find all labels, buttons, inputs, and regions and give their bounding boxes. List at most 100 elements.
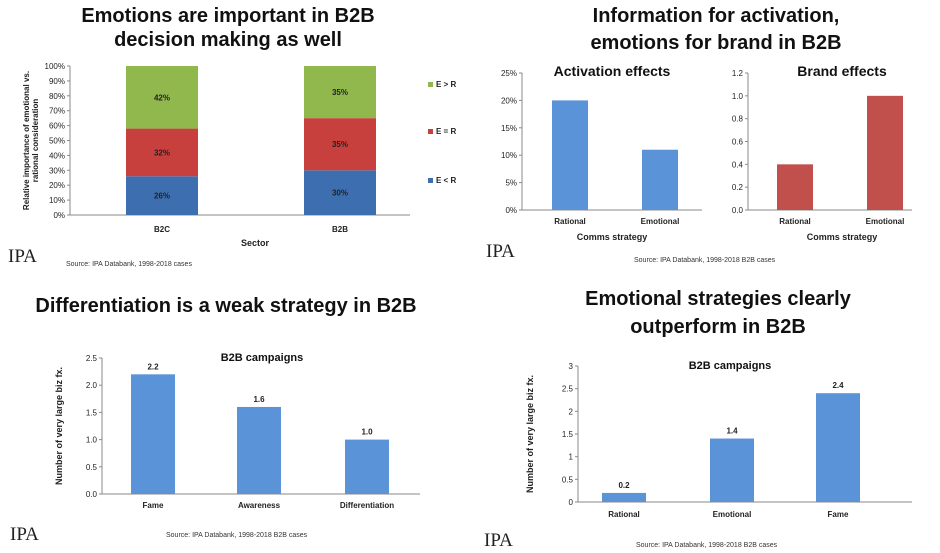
bar-segment [304,170,376,215]
panel-title-line-2: decision making as well [114,29,342,51]
data-label: 2.4 [832,381,844,390]
chart-title: B2B campaigns [221,352,304,364]
source-note: Source: IPA Databank, 1998-2018 cases [66,261,192,268]
x-category-label: Awareness [238,501,281,510]
y-axis-title: Number of very large biz fx. [54,367,64,485]
y-tick-label: 2.5 [86,354,98,363]
x-category-label: Emotional [641,217,680,226]
data-label: 30% [332,189,348,198]
x-category-label: Rational [554,217,586,226]
y-tick-label: 10% [501,151,517,160]
y-tick-label: 0.5 [562,475,574,484]
bar-chart-brand-effects: 0.0 0.2 0.4 0.6 0.8 1.0 1.2 Brand effects Ration… [732,63,912,242]
bar [867,95,903,210]
data-label: 42% [154,93,170,102]
y-tick-label: 100% [45,62,65,71]
panel-title: Differentiation is a weak strategy in B2… [35,295,416,317]
y-tick-label: 2.5 [562,385,574,394]
ipa-logo: IPA [10,524,39,545]
y-tick-label: 1.0 [732,92,744,101]
bar [131,374,175,494]
y-tick-label: 20% [49,181,65,190]
x-category-label: Rational [608,510,640,519]
panel-emotions-b2b: Emotions are important in B2B decision m… [8,5,456,268]
legend-label: E < R [436,176,456,185]
legend-swatch [428,82,433,87]
bar [237,406,281,494]
y-tick-label: 1.5 [562,430,574,439]
y-tick-label: 2 [569,407,574,416]
y-axis-title-line-2: rational consideration [31,99,40,183]
y-tick-label: 0.6 [732,138,744,147]
y-tick-label: 0% [505,206,517,215]
y-tick-label: 5% [505,179,517,188]
source-note: Source: IPA Databank, 1998-2018 B2B case… [636,542,778,549]
bar-segment [304,118,376,171]
y-tick-label: 40% [49,151,65,160]
y-tick-label: 0.2 [732,183,744,192]
y-tick-label: 70% [49,107,65,116]
y-tick-label: 0.5 [86,463,98,472]
y-axis-title-line-1: Relative importance of emotional vs. [22,71,31,210]
bar-segment [126,128,198,177]
y-tick-label: 1.0 [86,436,98,445]
ipa-logo: IPA [484,530,513,551]
y-tick-label: 1 [569,453,574,462]
legend-label: E = R [436,127,456,136]
stacked-bar-chart-sector: 0% 10% 20% 30% 40% 50% 60% 70% 80% 90% 100% B2C B2B 2… [22,62,456,248]
y-tick-label: 2.0 [86,381,98,390]
y-tick-label: 30% [49,166,65,175]
y-tick-label: 1.5 [86,408,98,417]
chart-title: B2B campaigns [689,360,772,372]
y-tick-label: 0.0 [732,206,744,215]
bar-segment [304,66,376,119]
legend-swatch [428,129,433,134]
y-tick-label: 50% [49,137,65,146]
bar [602,492,646,502]
chart-title: Brand effects [797,63,887,79]
y-axis-title: Number of very large biz fx. [525,375,535,493]
chart-title: Activation effects [554,63,671,79]
y-tick-label: 1.2 [732,69,744,78]
data-label: 1.0 [361,428,373,437]
bar-chart-activation-effects: 0% 5% 10% 15% 20% 25% Activation effects Ration… [501,63,702,242]
y-tick-label: 0.0 [86,490,98,499]
panel-title-line-1: Emotions are important in B2B [81,5,374,27]
bar [777,164,813,210]
y-tick-label: 0 [569,498,574,507]
x-axis-title: Comms strategy [577,232,648,242]
panel-title-line-1: Emotional strategies clearly [585,288,852,310]
x-category-label: Emotional [866,217,905,226]
bar-chart-b2b-campaigns-approach: 0 0.5 1 1.5 2 2.5 3 B2B campaigns Rational Emotio… [525,360,912,519]
panel-title-line-2: outperform in B2B [630,316,806,338]
bar [642,149,678,210]
y-tick-label: 0% [53,211,65,220]
y-tick-label: 90% [49,77,65,86]
bar-chart-b2b-campaigns-strategy: 0.0 0.5 1.0 1.5 2.0 2.5 B2B campaigns Fame Aware… [54,352,420,510]
legend-label: E > R [436,80,456,89]
data-label: 32% [154,148,170,157]
data-label: 26% [154,192,170,201]
x-category-label: B2C [154,225,170,234]
panel-title-line-1: Information for activation, [593,5,840,27]
y-tick-label: 0.8 [732,115,744,124]
data-label: 1.4 [726,427,738,436]
bar [345,439,389,494]
data-label: 35% [332,140,348,149]
x-category-label: Fame [828,510,849,519]
panel-differentiation: Differentiation is a weak strategy in B2… [10,295,420,545]
x-category-label: B2B [332,225,348,234]
panel-activation-brand: Information for activation, emotions for… [486,5,912,264]
bar-segment [126,66,198,129]
panel-title-line-2: emotions for brand in B2B [590,32,841,54]
x-category-label: Differentiation [340,501,394,510]
x-category-label: Rational [779,217,811,226]
y-tick-label: 10% [49,196,65,205]
x-category-label: Emotional [713,510,752,519]
ipa-logo: IPA [8,246,37,267]
y-tick-label: 25% [501,69,517,78]
y-tick-label: 15% [501,124,517,133]
bar-segment [126,176,198,215]
y-tick-label: 3 [569,362,574,371]
